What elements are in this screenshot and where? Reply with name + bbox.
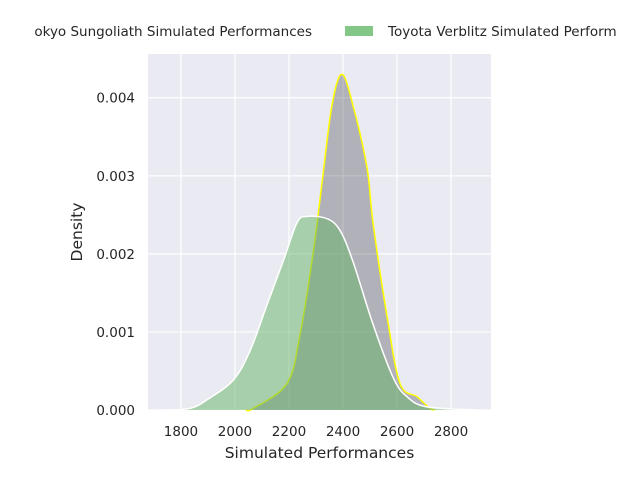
density-areas	[162, 73, 478, 412]
y-tick-label: 0.001	[96, 325, 135, 341]
y-tick-label: 0.003	[96, 169, 135, 185]
y-tick-label: 0.000	[96, 403, 135, 419]
x-tick-label: 2000	[218, 424, 252, 440]
y-tick-label: 0.002	[96, 247, 135, 263]
x-tick-label: 2400	[326, 424, 360, 440]
density-area-verblitz	[162, 216, 477, 410]
y-tick-label: 0.004	[96, 91, 135, 107]
x-tick-label: 2800	[434, 424, 468, 440]
legend-label-tokyo: okyo Sungoliath Simulated Performances	[34, 24, 312, 40]
y-axis-label: Density	[68, 203, 86, 262]
grid	[148, 54, 491, 411]
density-line-verblitz	[162, 215, 478, 411]
x-tick-label: 2200	[272, 424, 306, 440]
x-tick-label: 2600	[380, 424, 414, 440]
legend-label-verblitz: Toyota Verblitz Simulated Perform	[387, 24, 617, 40]
legend-patch-verblitz	[345, 26, 373, 36]
legend: okyo Sungoliath Simulated Performances T…	[34, 24, 616, 40]
x-ticks: 1800 2000 2200 2400 2600 2800	[164, 424, 468, 440]
x-axis-label: Simulated Performances	[225, 444, 415, 462]
y-ticks: 0.000 0.001 0.002 0.003 0.004	[96, 91, 135, 419]
x-tick-label: 1800	[164, 424, 198, 440]
